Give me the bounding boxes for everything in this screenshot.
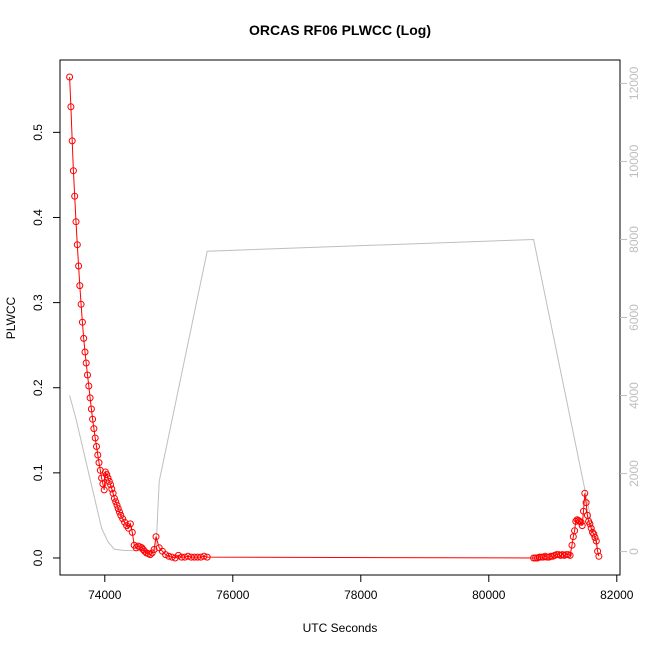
plwcc-point	[203, 553, 211, 561]
plwcc-point	[577, 518, 585, 526]
plwcc-point	[116, 508, 123, 516]
plwcc-point	[108, 485, 116, 493]
plwcc-point	[568, 541, 576, 549]
plwcc-point	[100, 486, 108, 494]
plwcc-point	[200, 552, 208, 560]
plwcc-point	[93, 443, 100, 450]
plwcc-point	[80, 334, 88, 342]
y-right-tick-label: 4000	[627, 382, 641, 409]
plwcc-point	[84, 371, 91, 379]
plwcc-point	[592, 537, 600, 545]
y-tick-label: 0.3	[31, 294, 45, 311]
plwcc-point	[580, 507, 587, 515]
plwcc-point	[73, 241, 81, 249]
plwcc-point	[112, 498, 120, 506]
y-tick-label: 0.4	[31, 209, 45, 226]
altitude-line	[69, 238, 599, 552]
x-tick-label: 82000	[600, 588, 634, 602]
plwcc-point	[594, 547, 602, 555]
plwcc-point	[103, 471, 111, 479]
y-tick-label: 0.5	[31, 124, 45, 141]
plwcc-point	[87, 405, 95, 413]
y-tick-label: 0.0	[31, 549, 45, 566]
plwcc-point	[595, 552, 603, 560]
plwcc-point	[69, 167, 77, 175]
plwcc-point	[91, 434, 99, 442]
series-layer	[66, 73, 603, 562]
y-tick-label: 0.1	[31, 464, 45, 481]
plwcc-point	[107, 481, 115, 489]
y-right-tick-label: 8000	[627, 226, 641, 253]
y-right-tick-label: 0	[627, 548, 641, 555]
plwcc-point	[86, 394, 94, 402]
y-axis: 0.0 0.1 0.2 0.3 0.4 0.5	[31, 124, 60, 566]
plwcc-point	[76, 282, 84, 290]
plwcc-point	[71, 192, 79, 200]
plwcc-point	[113, 501, 121, 509]
plwcc-point	[109, 489, 117, 497]
plwcc-point	[105, 477, 113, 485]
y-tick-label: 0.2	[31, 379, 45, 396]
plwcc-point	[114, 505, 122, 513]
plwcc-point	[77, 300, 85, 308]
plwcc-point	[152, 533, 160, 541]
plwcc-point	[128, 528, 136, 536]
y-right-tick-label: 2000	[627, 460, 641, 487]
y-right-tick-label: 10000	[627, 144, 641, 178]
plwcc-point	[590, 530, 598, 538]
plwcc-point	[89, 415, 97, 423]
x-tick-label: 76000	[216, 588, 250, 602]
plwcc-point	[85, 382, 93, 390]
plwcc-point	[104, 474, 112, 482]
plwcc-point	[78, 318, 86, 326]
x-axis: 74000 76000 78000 80000 82000	[88, 575, 634, 602]
plwcc-point	[581, 489, 589, 497]
x-axis-label: UTC Seconds	[303, 621, 378, 635]
chart-title: ORCAS RF06 PLWCC (Log)	[249, 22, 431, 38]
plwcc-point	[67, 103, 75, 111]
plwcc-point	[125, 524, 132, 532]
plwcc-point	[578, 522, 586, 530]
plwcc-point	[117, 511, 125, 519]
plwcc-point	[165, 552, 173, 560]
y-axis-right: 0 2000 4000 6000 8000 10000 12000	[620, 66, 641, 555]
plwcc-point	[66, 73, 74, 81]
plwcc-point	[566, 551, 574, 559]
plwcc-point	[95, 459, 103, 467]
plwcc-point	[126, 520, 134, 528]
plwcc-point	[562, 551, 570, 559]
plwcc-point	[146, 551, 154, 559]
plwcc-point	[82, 359, 90, 367]
plwcc-point	[81, 348, 89, 356]
plwcc-point	[582, 499, 590, 507]
plwcc-point	[110, 494, 118, 502]
x-tick-label: 74000	[88, 588, 122, 602]
y-axis-label: PLWCC	[4, 296, 18, 339]
plwcc-point	[75, 262, 83, 270]
plwcc-point	[168, 553, 176, 561]
plwcc-point	[587, 524, 595, 532]
plwcc-point	[591, 534, 599, 541]
plwcc-point	[90, 425, 98, 433]
x-tick-label: 78000	[344, 588, 378, 602]
y-right-tick-label: 6000	[627, 304, 641, 331]
x-tick-label: 80000	[472, 588, 506, 602]
plwcc-point	[571, 527, 579, 535]
plwcc-point	[72, 218, 80, 226]
plwcc-point	[586, 520, 594, 528]
plwcc-point	[94, 451, 102, 459]
y-right-tick-label: 12000	[627, 66, 641, 100]
plwcc-point	[148, 549, 156, 557]
plwcc-point	[119, 515, 127, 523]
plwcc-point	[68, 137, 76, 145]
